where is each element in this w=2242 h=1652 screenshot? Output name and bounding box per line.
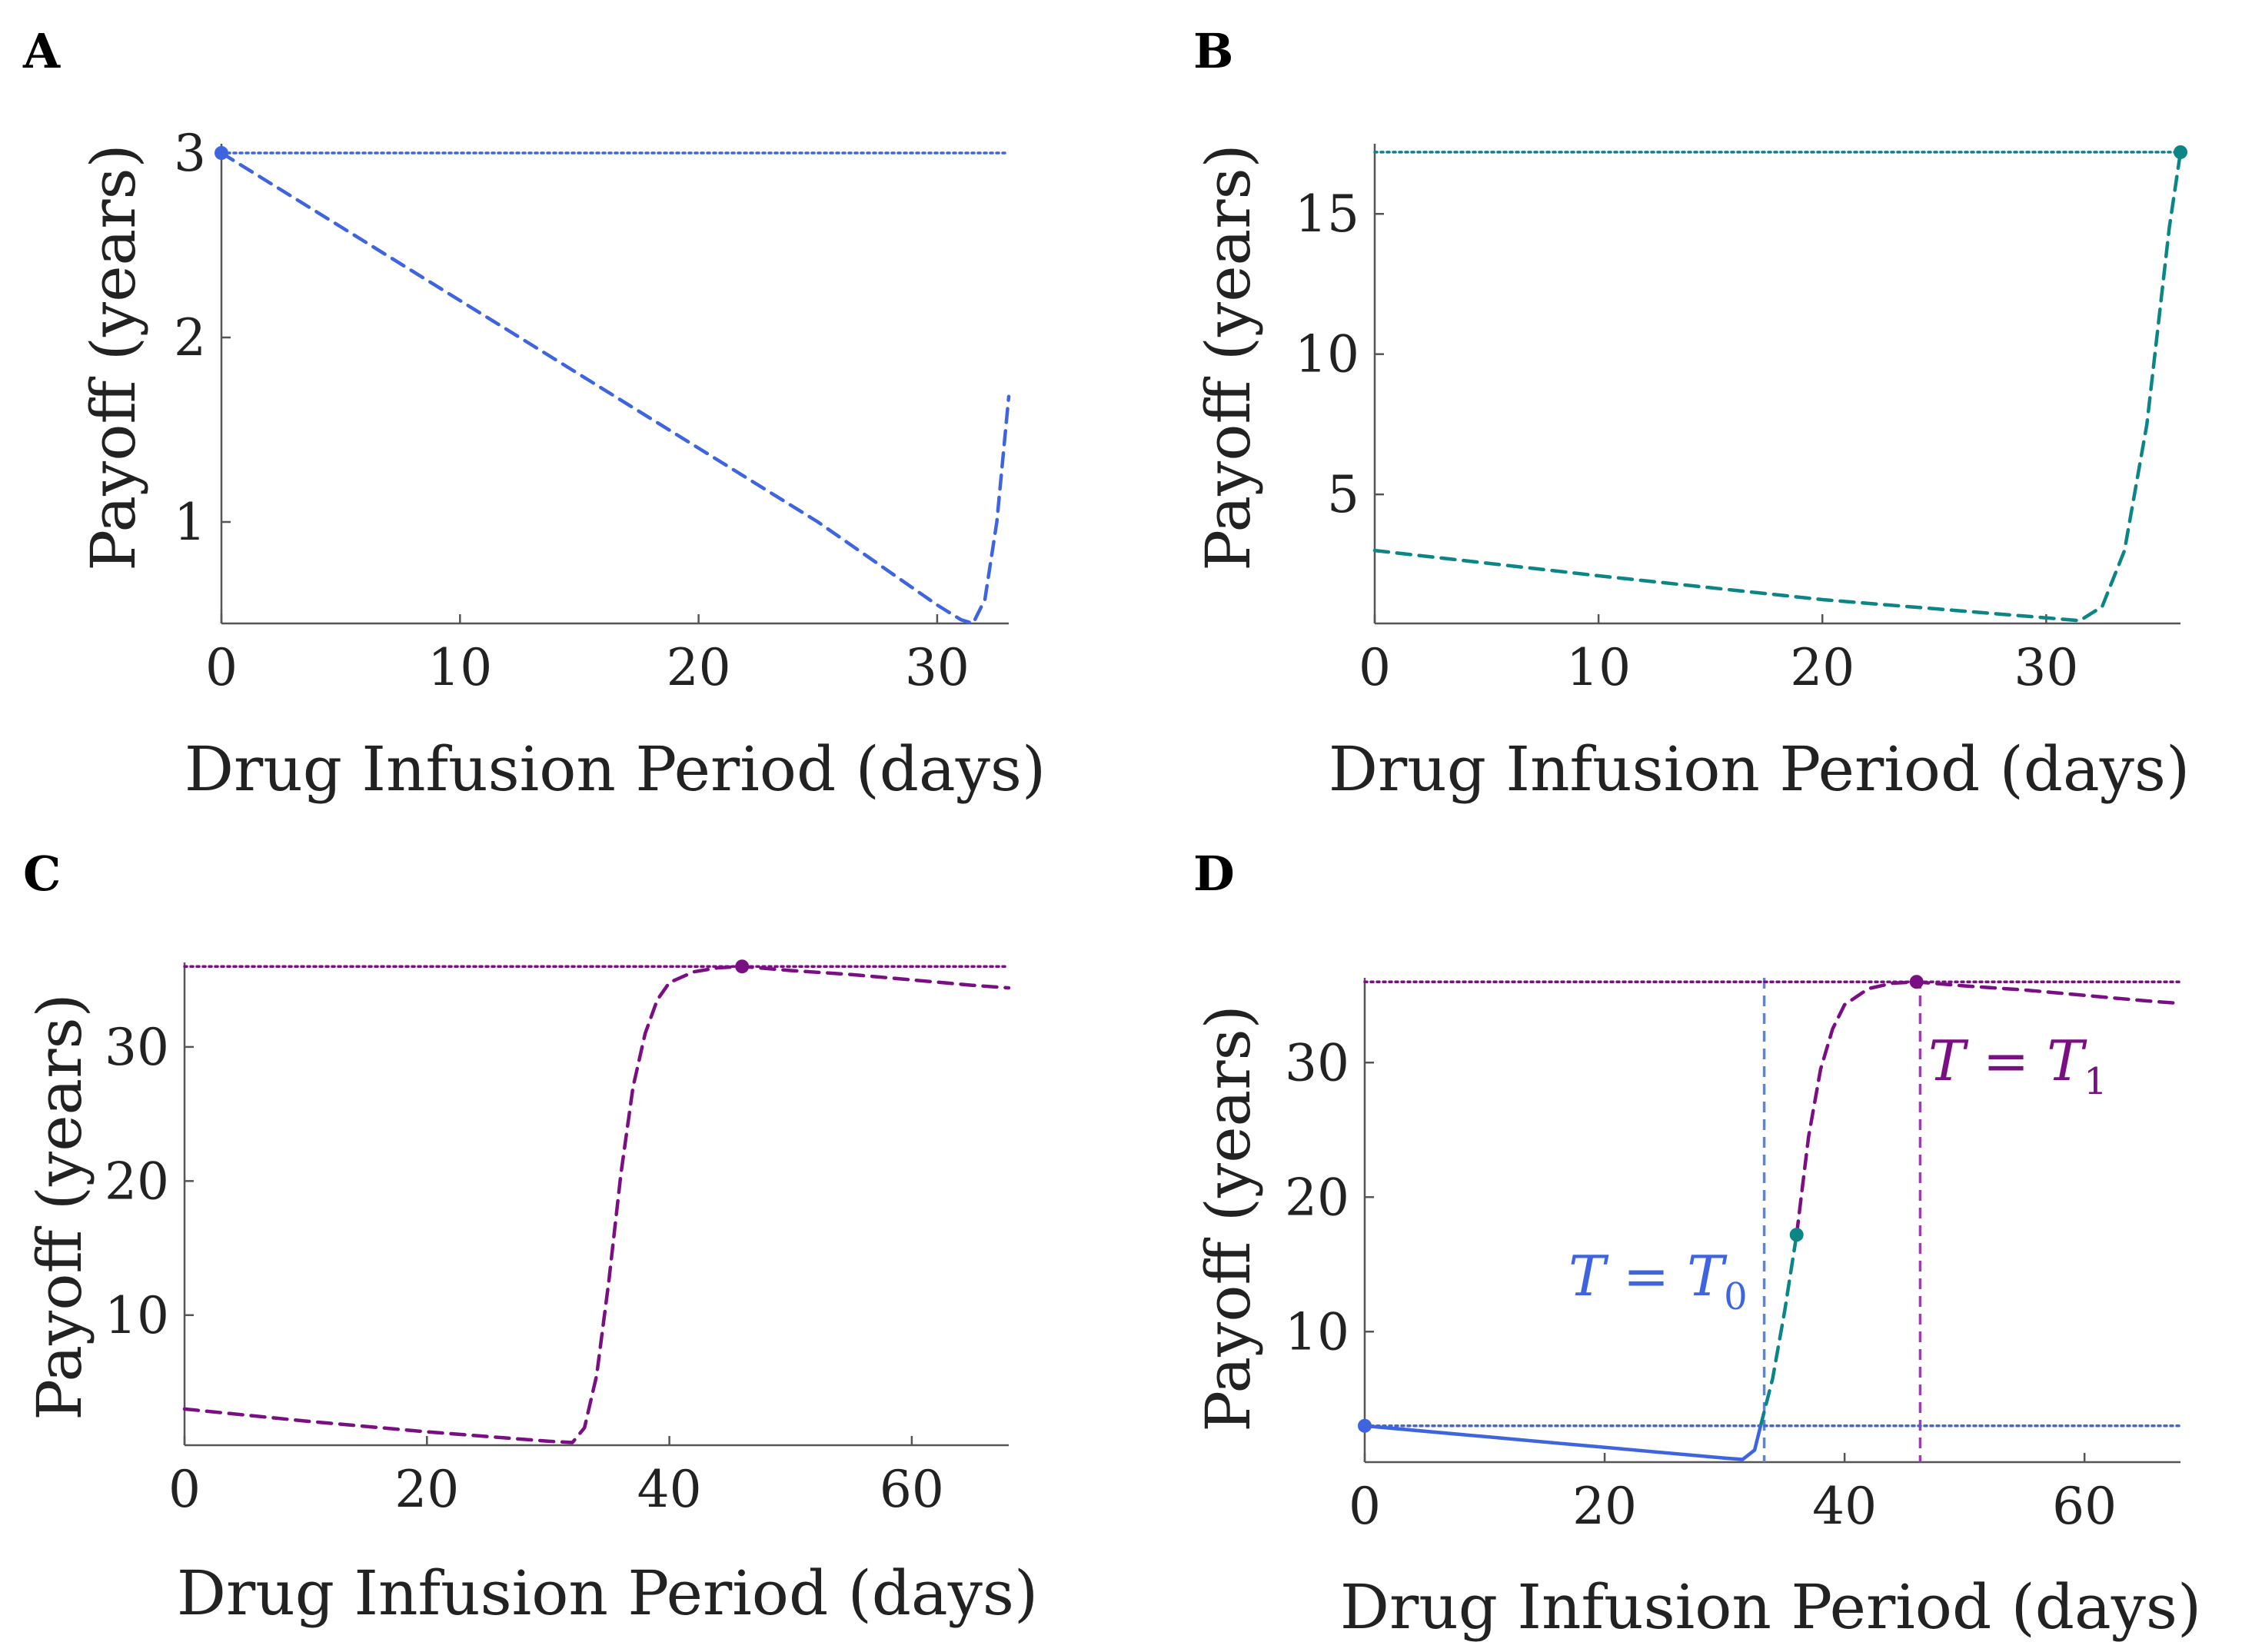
ylabel-b: Payoff (years) bbox=[1193, 144, 1264, 571]
x-tick-label-c: 60 bbox=[880, 1460, 944, 1519]
panel-d: 0 20 40 60 10 20 30 bbox=[1285, 975, 2183, 1536]
series-d-blue-solid bbox=[1362, 1424, 1763, 1461]
ylabel-c: Payoff (years) bbox=[24, 993, 95, 1421]
panel-label-a: A bbox=[22, 23, 61, 79]
xlabel-d: Drug Infusion Period (days) bbox=[1340, 1571, 2201, 1643]
x-tick-label-b: 10 bbox=[1566, 638, 1631, 697]
annotation-t0: T = T0 bbox=[1568, 1244, 1748, 1318]
panel-label-b: B bbox=[1193, 23, 1233, 79]
y-tick-label-b: 10 bbox=[1295, 325, 1359, 384]
x-tick-label-c: 20 bbox=[394, 1460, 459, 1519]
series-c-payoff bbox=[182, 964, 1011, 1444]
series-d-teal-dashed bbox=[1758, 1233, 1798, 1428]
y-tick-label-d: 10 bbox=[1285, 1302, 1349, 1361]
marker-a-0 bbox=[215, 146, 228, 160]
x-tick-label-d: 0 bbox=[1349, 1477, 1381, 1536]
xlabel-c: Drug Infusion Period (days) bbox=[177, 1557, 1038, 1629]
marker-d-1 bbox=[1789, 1228, 1804, 1242]
y-tick-label-c: 20 bbox=[105, 1152, 169, 1211]
x-tick-label-b: 30 bbox=[2014, 638, 2078, 697]
annotation-t1: T = T1 bbox=[1928, 1029, 2107, 1103]
x-tick-label-d: 60 bbox=[2052, 1477, 2117, 1536]
marker-d-0 bbox=[1358, 1418, 1372, 1433]
marker-b-0 bbox=[2174, 145, 2187, 159]
x-tick-label-a: 20 bbox=[667, 638, 731, 697]
panel-c: 0 20 40 60 10 20 30 bbox=[105, 959, 1011, 1519]
panel-a: 0 10 20 30 1 2 3 bbox=[174, 124, 1011, 697]
y-tick-label-d: 30 bbox=[1285, 1033, 1349, 1092]
panel-label-d: D bbox=[1193, 846, 1235, 902]
ylabel-a: Payoff (years) bbox=[78, 144, 149, 571]
x-tick-label-c: 40 bbox=[637, 1460, 702, 1519]
series-b-payoff bbox=[1372, 150, 2183, 623]
y-tick-label-b: 5 bbox=[1327, 465, 1359, 524]
x-tick-label-b: 20 bbox=[1790, 638, 1854, 697]
y-tick-label-c: 10 bbox=[105, 1286, 169, 1345]
marker-d-2 bbox=[1909, 975, 1924, 989]
marker-c-0 bbox=[735, 959, 750, 974]
y-tick-label-a: 1 bbox=[174, 493, 206, 552]
panel-b: 0 10 20 30 5 10 15 bbox=[1295, 144, 2187, 697]
y-tick-label-a: 3 bbox=[174, 124, 206, 183]
x-tick-label-c: 0 bbox=[168, 1460, 201, 1519]
ylabel-d: Payoff (years) bbox=[1193, 1005, 1264, 1432]
panel-label-c: C bbox=[23, 846, 61, 902]
x-tick-label-d: 20 bbox=[1572, 1477, 1637, 1536]
y-tick-label-c: 30 bbox=[105, 1018, 169, 1077]
y-tick-label-d: 20 bbox=[1285, 1168, 1349, 1227]
x-tick-label-a: 30 bbox=[905, 638, 970, 697]
x-tick-label-a: 10 bbox=[427, 638, 492, 697]
y-tick-label-b: 15 bbox=[1295, 184, 1359, 244]
series-d-purple-dashed bbox=[1795, 980, 2183, 1237]
series-a-payoff bbox=[219, 151, 1011, 626]
xlabel-b: Drug Infusion Period (days) bbox=[1329, 733, 2190, 805]
x-tick-label-b: 0 bbox=[1359, 638, 1391, 697]
xlabel-a: Drug Infusion Period (days) bbox=[185, 733, 1046, 805]
x-tick-label-d: 40 bbox=[1812, 1477, 1877, 1536]
x-tick-label-a: 0 bbox=[205, 638, 238, 697]
y-tick-label-a: 2 bbox=[174, 308, 206, 367]
